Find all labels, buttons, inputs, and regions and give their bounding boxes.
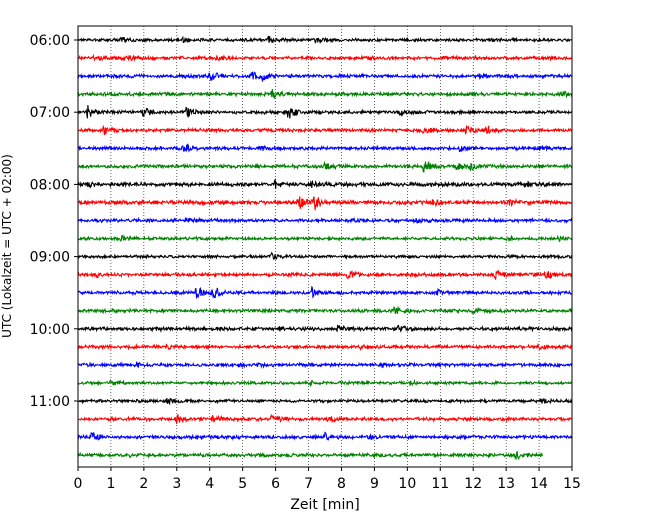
seismic-trace: [77, 342, 573, 351]
seismic-trace: [77, 89, 573, 100]
x-tick-label: 12: [464, 476, 482, 492]
x-tick-label: 13: [497, 476, 515, 492]
seismic-trace: [77, 413, 573, 425]
seismic-trace: [77, 71, 573, 82]
y-tick-label: 11:00: [30, 394, 70, 410]
plot-background: [78, 26, 572, 467]
seismic-trace: [77, 397, 573, 406]
seismic-trace: [77, 160, 573, 173]
x-tick-label: 7: [304, 476, 313, 492]
x-tick-label: 2: [139, 476, 148, 492]
x-tick-label: 4: [205, 476, 214, 492]
seismic-trace: [77, 196, 573, 211]
seismic-trace: [77, 105, 573, 119]
x-tick-label: 5: [238, 476, 247, 492]
x-tick-label: 6: [271, 476, 280, 492]
x-tick-label: 9: [370, 476, 379, 492]
seismic-trace: [77, 124, 573, 136]
x-axis: 0 1 2 3 4 5 6 7 8 9 10 11 12 13 14 15: [74, 467, 581, 492]
seismic-trace: [77, 35, 573, 45]
seismic-trace: [77, 431, 573, 441]
y-axis: 06:00 07:00 08:00 09:00 10:00 11:00: [30, 33, 78, 410]
plot-frame: [77, 25, 573, 468]
traces: [77, 35, 573, 461]
y-tick-label: 08:00: [30, 177, 70, 193]
x-tick-label: 8: [337, 476, 346, 492]
seismic-trace: [77, 143, 573, 153]
seismic-trace: [77, 270, 573, 280]
x-tick-label: 10: [398, 476, 416, 492]
x-axis-label: Zeit [min]: [290, 497, 359, 513]
seismic-trace: [77, 234, 573, 243]
seismic-trace: [77, 450, 543, 461]
x-tick-label: 15: [563, 476, 581, 492]
seismic-trace: [77, 324, 573, 334]
x-tick-label: 11: [431, 476, 449, 492]
seismic-trace: [77, 378, 573, 388]
seismic-trace: [77, 251, 573, 261]
seismic-trace: [77, 285, 573, 299]
x-tick-label: 3: [172, 476, 181, 492]
seismic-trace: [77, 177, 573, 189]
seismic-trace: [77, 361, 573, 369]
x-tick-label: 1: [106, 476, 115, 492]
seismic-trace: [77, 53, 573, 62]
y-tick-label: 06:00: [30, 33, 70, 49]
seismic-trace: [77, 306, 573, 315]
seismic-trace: [77, 216, 573, 225]
y-tick-label: 07:00: [30, 105, 70, 121]
y-tick-label: 10:00: [30, 322, 70, 338]
y-axis-label: UTC (Lokalzeit = UTC + 02:00): [0, 154, 14, 338]
y-tick-label: 09:00: [30, 250, 70, 266]
x-tick-label: 0: [74, 476, 83, 492]
x-tick-label: 14: [530, 476, 548, 492]
